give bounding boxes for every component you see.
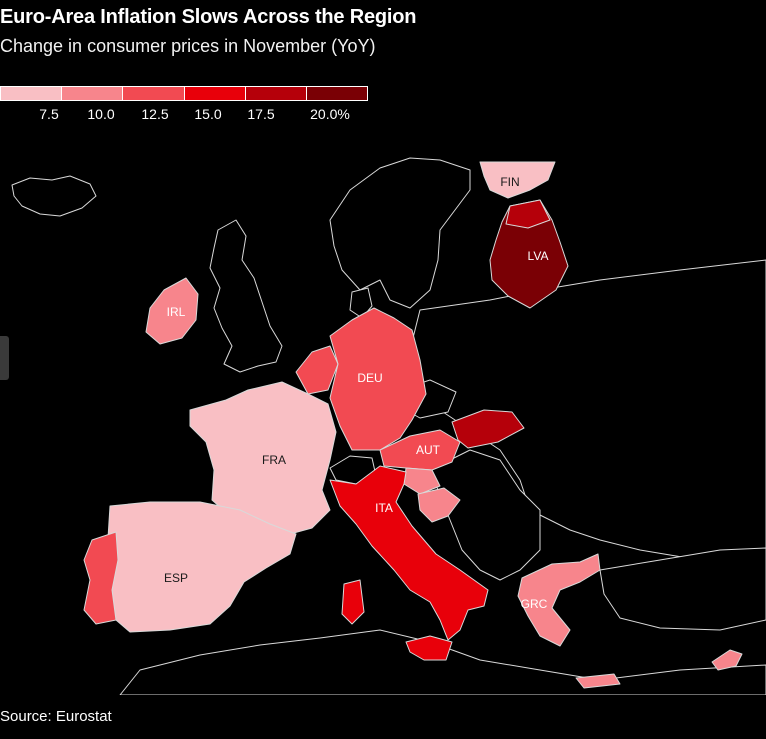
legend-label-7-5: 7.5 bbox=[39, 106, 59, 122]
country-germany bbox=[329, 307, 427, 451]
legend-swatch-6 bbox=[306, 87, 368, 100]
source-note: Source: Eurostat bbox=[0, 708, 112, 725]
legend-color-bar bbox=[0, 86, 368, 101]
label-lva: LVA bbox=[528, 249, 549, 263]
country-finland bbox=[479, 161, 556, 199]
legend-label-10-0: 10.0 bbox=[87, 106, 115, 122]
country-austria bbox=[379, 429, 461, 471]
north-africa-shape bbox=[119, 629, 766, 695]
scandinavia-shape bbox=[329, 157, 471, 309]
europe-map: FIN LVA IRL DEU FRA AUT ITA ESP GRC bbox=[0, 150, 766, 695]
country-sardinia bbox=[341, 579, 365, 625]
chart-subtitle: Change in consumer prices in November (Y… bbox=[0, 36, 376, 56]
label-aut: AUT bbox=[416, 443, 441, 457]
country-ireland bbox=[145, 277, 199, 345]
label-ita: ITA bbox=[375, 501, 393, 515]
country-benelux bbox=[295, 345, 339, 395]
label-fin: FIN bbox=[500, 175, 519, 189]
country-slovakia bbox=[451, 409, 525, 449]
country-cyprus bbox=[711, 649, 743, 671]
legend-swatch-5 bbox=[245, 87, 307, 100]
label-grc: GRC bbox=[521, 597, 548, 611]
legend-swatch-3 bbox=[123, 87, 185, 100]
legend-swatch-1 bbox=[1, 87, 63, 100]
country-sicily bbox=[405, 635, 453, 661]
country-crete bbox=[575, 673, 621, 689]
label-esp: ESP bbox=[164, 571, 188, 585]
label-deu: DEU bbox=[357, 371, 382, 385]
turkey-shape bbox=[599, 547, 766, 631]
country-estonia bbox=[505, 199, 551, 229]
balkans-shape bbox=[429, 449, 541, 581]
legend-swatch-2 bbox=[62, 87, 124, 100]
map-svg: FIN LVA IRL DEU FRA AUT ITA ESP GRC bbox=[11, 157, 766, 695]
legend-swatch-4 bbox=[184, 87, 246, 100]
country-greece bbox=[517, 553, 601, 647]
legend-labels: 7.5 10.0 12.5 15.0 17.5 20.0% bbox=[0, 106, 370, 124]
side-scroll-tab[interactable] bbox=[0, 336, 9, 380]
legend-label-15-0: 15.0 bbox=[194, 106, 222, 122]
country-france bbox=[189, 381, 337, 535]
country-croatia bbox=[417, 487, 461, 523]
label-irl: IRL bbox=[167, 305, 186, 319]
country-portugal bbox=[83, 531, 119, 625]
legend-label-17-5: 17.5 bbox=[247, 106, 275, 122]
label-fra: FRA bbox=[262, 453, 286, 467]
iceland-shape bbox=[11, 175, 97, 217]
legend-label-12-5: 12.5 bbox=[141, 106, 169, 122]
great-britain-shape bbox=[209, 219, 283, 373]
country-baltics bbox=[489, 199, 569, 309]
chart-title: Euro-Area Inflation Slows Across the Reg… bbox=[0, 6, 417, 28]
country-italy bbox=[329, 465, 489, 641]
legend-label-20-0: 20.0% bbox=[310, 106, 350, 122]
color-legend: 7.5 10.0 12.5 15.0 17.5 20.0% bbox=[0, 86, 370, 126]
